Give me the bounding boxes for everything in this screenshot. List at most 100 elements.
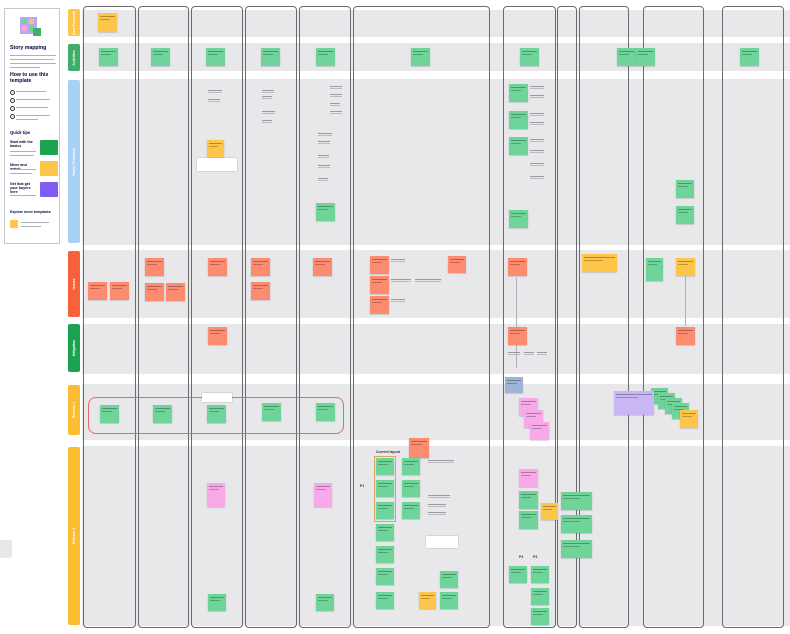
toolbar-handle[interactable] (0, 540, 12, 558)
template-title: Story mapping (10, 45, 47, 51)
sticky-note-release-2[interactable] (419, 592, 436, 609)
sticky-note-release-2[interactable] (509, 566, 527, 583)
sticky-note-activity[interactable] (617, 48, 636, 66)
comment-card[interactable] (202, 393, 232, 402)
lane-label-activities: Activities (68, 44, 80, 71)
sticky-note-issue[interactable] (145, 258, 164, 276)
sticky-note-activity[interactable] (520, 48, 539, 66)
sticky-note-release-2[interactable] (376, 458, 394, 475)
sticky-note-issue[interactable] (676, 258, 695, 276)
sticky-note-release-2[interactable] (376, 546, 394, 563)
lane-band-user-personas (82, 10, 790, 37)
sticky-note-task[interactable] (509, 111, 528, 129)
sticky-note-release-2[interactable] (519, 469, 538, 487)
explore-templates-link[interactable]: Explore more templates (10, 210, 51, 214)
sticky-note-release-1[interactable] (153, 405, 172, 423)
sticky-note-activity[interactable] (99, 48, 118, 66)
sticky-note-issue[interactable] (508, 258, 527, 276)
sticky-note-release-2[interactable] (402, 458, 420, 475)
sticky-note-task[interactable] (509, 210, 528, 228)
sticky-note-release-2[interactable] (376, 524, 394, 541)
story-column (83, 6, 136, 628)
sticky-note-mitigation[interactable] (508, 327, 527, 345)
sticky-note-mitigation[interactable] (208, 327, 227, 345)
sticky-note-release-2[interactable] (519, 511, 538, 529)
comment-card[interactable] (426, 536, 458, 548)
sticky-note-release-1[interactable] (680, 410, 698, 428)
text-block (530, 176, 544, 179)
sticky-note-issue[interactable] (88, 282, 107, 300)
sticky-note-release-1[interactable] (530, 422, 549, 440)
sticky-note-activity[interactable] (206, 48, 225, 66)
text-line (16, 99, 50, 100)
sticky-note-issue[interactable] (166, 283, 185, 301)
sticky-note-release-2[interactable] (402, 480, 420, 497)
sticky-note-release-2[interactable] (376, 568, 394, 585)
sticky-note-release-2[interactable] (531, 588, 549, 605)
text-block (537, 352, 547, 355)
sticky-note-issue[interactable] (370, 256, 389, 274)
sticky-note-release-2[interactable] (208, 594, 226, 611)
sticky-note-task[interactable] (207, 140, 224, 157)
sticky-note-release-2[interactable] (402, 502, 420, 519)
tip-thumbnail (40, 182, 58, 197)
sticky-note-activity[interactable] (740, 48, 759, 66)
sticky-note-release-1[interactable] (316, 403, 335, 421)
sticky-note-release-1[interactable] (505, 377, 523, 393)
sticky-note-release-2[interactable] (519, 491, 538, 509)
lane-label-release-2: Release 2 (68, 447, 80, 625)
sticky-note-release-2[interactable] (376, 502, 394, 519)
sticky-note-issue[interactable] (582, 254, 617, 272)
sticky-note-persona[interactable] (98, 13, 117, 32)
sticky-note-release-2[interactable] (541, 503, 558, 520)
sticky-note-release-1[interactable] (100, 405, 119, 423)
lane-label-tasks: Tasks / Problems (68, 80, 80, 243)
lane-label-issues: Issues (68, 251, 80, 317)
sticky-note-release-1[interactable] (614, 391, 654, 415)
sticky-note-release-2[interactable] (440, 592, 458, 609)
sticky-note-activity[interactable] (411, 48, 430, 66)
sticky-note-release-2[interactable] (561, 492, 592, 510)
sticky-note-mitigation[interactable] (676, 327, 695, 345)
sticky-note-issue[interactable] (110, 282, 129, 300)
sticky-note-issue[interactable] (646, 258, 663, 281)
sticky-note-task[interactable] (676, 206, 694, 224)
sticky-note-task[interactable] (316, 203, 335, 221)
text-line (16, 91, 46, 92)
sticky-note-activity[interactable] (316, 48, 335, 66)
sticky-note-issue[interactable] (448, 256, 466, 273)
sticky-note-issue[interactable] (145, 283, 164, 301)
sticky-note-task[interactable] (676, 180, 694, 198)
tip-thumbnail (40, 161, 58, 176)
sticky-note-issue[interactable] (370, 296, 389, 314)
sticky-note-release-2[interactable] (376, 592, 394, 609)
sticky-note-release-2[interactable] (409, 438, 429, 458)
sticky-note-release-2[interactable] (376, 480, 394, 497)
sticky-note-release-2[interactable] (531, 566, 549, 583)
sticky-note-release-2[interactable] (561, 540, 592, 558)
sticky-note-activity[interactable] (636, 48, 655, 66)
template-thumbnail-icon[interactable] (10, 220, 18, 228)
sticky-note-release-2[interactable] (316, 594, 334, 611)
sticky-note-activity[interactable] (151, 48, 170, 66)
sticky-note-issue[interactable] (208, 258, 227, 276)
sticky-note-task[interactable] (509, 84, 528, 102)
sticky-note-release-1[interactable] (262, 403, 281, 421)
sticky-note-release-2[interactable] (314, 483, 332, 507)
sticky-note-task[interactable] (509, 137, 528, 155)
sticky-note-release-2[interactable] (531, 608, 549, 625)
sticky-note-issue[interactable] (370, 276, 389, 294)
sketch-card[interactable] (197, 158, 237, 171)
sticky-note-activity[interactable] (261, 48, 280, 66)
sticky-note-release-2[interactable] (207, 483, 225, 507)
sticky-note-release-2[interactable] (561, 515, 592, 533)
text-block (330, 111, 342, 114)
sticky-note-issue[interactable] (313, 258, 332, 276)
sticky-note-issue[interactable] (251, 282, 270, 300)
sticky-note-release-2[interactable] (440, 571, 458, 588)
sticky-note-issue[interactable] (251, 258, 270, 276)
text-line (10, 55, 56, 56)
lane-label-text: Release 1 (72, 401, 76, 419)
sticky-note-release-1[interactable] (207, 405, 226, 423)
